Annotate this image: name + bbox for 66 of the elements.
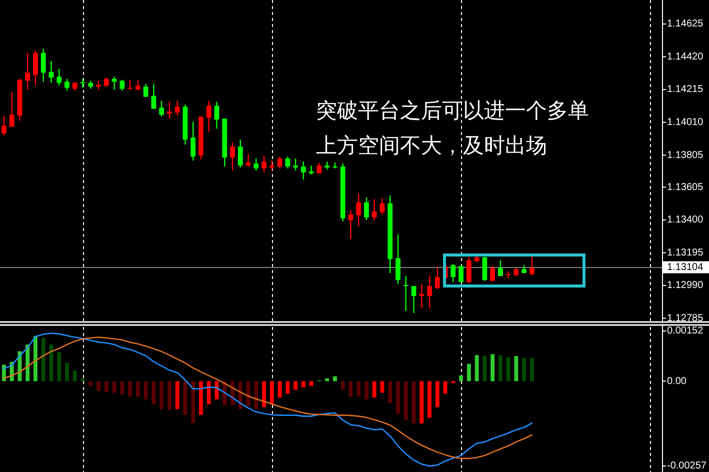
annotation: 上方空间不大，及时出场 [316, 134, 547, 158]
bar [33, 336, 38, 382]
annotation: 突破平台之后可以进一个多单 [316, 98, 589, 123]
y-tick-label: 1.13605 [667, 182, 704, 193]
bar [301, 381, 306, 388]
y-tick-label: 1.14420 [667, 51, 704, 62]
bar [198, 381, 203, 415]
bar [88, 381, 93, 386]
bar [340, 381, 345, 390]
bar [136, 381, 140, 397]
bar [466, 364, 471, 382]
bar [364, 381, 368, 400]
y-tick-label: 1.13805 [667, 150, 704, 161]
bar [144, 381, 148, 400]
ref-line-label: 1.13104 [667, 262, 704, 273]
bar [160, 381, 164, 410]
bar [459, 375, 464, 382]
bar [72, 370, 77, 382]
y-tick-label: 1.14215 [667, 84, 704, 96]
bar [191, 381, 196, 423]
bar [278, 381, 282, 398]
bar [396, 381, 400, 414]
bar [404, 381, 408, 420]
bar [175, 381, 180, 410]
y-tick-label: 1.14625 [667, 18, 704, 30]
bar [506, 357, 510, 382]
bar [254, 381, 258, 410]
y-tick-label: 1.14010 [667, 116, 704, 128]
bar [490, 354, 495, 382]
y-tick-label: 1.12990 [667, 280, 704, 292]
y-tick-label: 0.00 [667, 376, 687, 387]
bar [435, 381, 440, 408]
bar [530, 358, 534, 382]
bar [348, 381, 353, 397]
bar [128, 381, 132, 397]
bar [388, 381, 392, 404]
bar [332, 376, 337, 382]
bar [372, 381, 376, 398]
y-tick-label: 0.00152 [667, 326, 704, 337]
bar [309, 381, 314, 386]
bar [183, 381, 188, 415]
bar [420, 381, 424, 424]
bar [522, 358, 526, 382]
bar [514, 356, 518, 382]
y-tick-label: -0.00257 [667, 460, 707, 472]
bar [104, 381, 108, 392]
bar [41, 338, 46, 382]
bar [152, 381, 156, 404]
bar [482, 356, 487, 382]
bar [96, 381, 100, 391]
bar [286, 381, 290, 394]
bar [428, 381, 432, 418]
y-tick-label: 1.13400 [667, 214, 704, 226]
bar [294, 381, 298, 390]
bar [65, 362, 69, 382]
bar [262, 381, 266, 408]
bar [498, 355, 502, 382]
bar [474, 355, 479, 382]
bar [356, 381, 361, 397]
y-tick-label: 1.12785 [667, 312, 704, 324]
bar [206, 381, 211, 404]
bar [167, 381, 172, 410]
bar [270, 381, 274, 404]
bar [120, 381, 124, 395]
bar [57, 352, 62, 382]
y-tick-label: 1.13195 [667, 247, 704, 258]
